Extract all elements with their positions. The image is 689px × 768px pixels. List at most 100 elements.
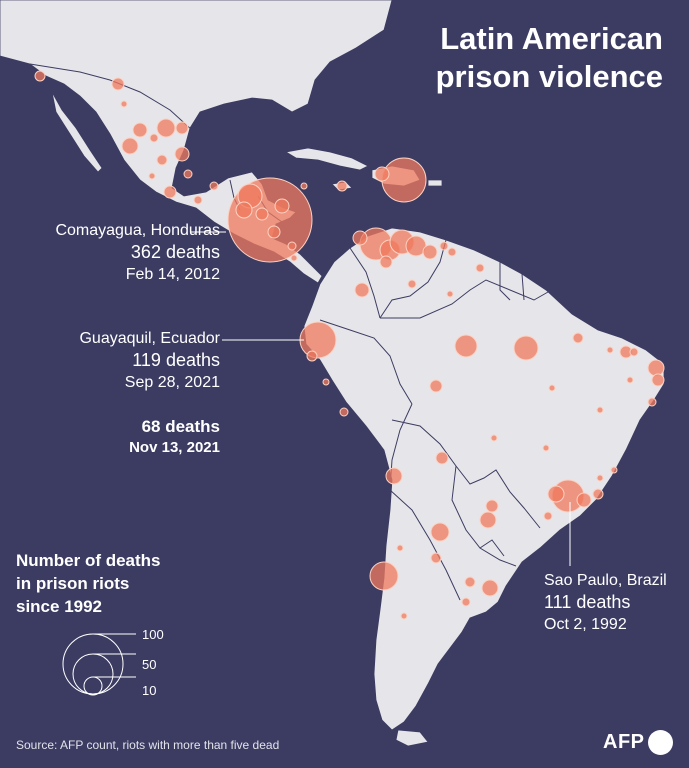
callout-deaths: 68 deaths bbox=[141, 417, 220, 436]
incident-bubble bbox=[300, 182, 308, 190]
callout-date: Feb 14, 2012 bbox=[125, 266, 220, 283]
incident-bubble bbox=[647, 397, 657, 407]
incident-bubble bbox=[430, 522, 450, 542]
incident-bubble bbox=[547, 485, 565, 503]
legend-title-line-2: in prison riots bbox=[16, 574, 130, 593]
legend-title: Number of deaths in prison riots since 1… bbox=[16, 549, 161, 618]
incident-bubbles bbox=[34, 70, 665, 620]
incident-bubble bbox=[464, 576, 476, 588]
incident-bubble bbox=[193, 195, 203, 205]
incident-bubble bbox=[385, 467, 403, 485]
incident-bubble bbox=[447, 247, 457, 257]
incident-bubble bbox=[479, 511, 497, 529]
incident-bubble bbox=[446, 290, 454, 298]
callout-place: Comayagua, Honduras bbox=[55, 222, 220, 239]
incident-bubble bbox=[572, 332, 584, 344]
title-line-2: prison violence bbox=[435, 59, 663, 94]
incident-bubble bbox=[175, 121, 189, 135]
incident-bubble bbox=[610, 466, 618, 474]
incident-bubble bbox=[322, 378, 330, 386]
incident-bubble bbox=[461, 597, 471, 607]
incident-bubble bbox=[548, 384, 556, 392]
callout-ecuador: Guayaquil, Ecuador 119 deaths Sep 28, 20… bbox=[0, 328, 220, 393]
incident-bubble bbox=[287, 241, 297, 251]
incident-bubble bbox=[274, 198, 290, 214]
incident-bubble bbox=[336, 180, 348, 192]
incident-bubble bbox=[267, 225, 281, 239]
legend-title-line-1: Number of deaths bbox=[16, 551, 161, 570]
incident-bubble bbox=[235, 201, 253, 219]
incident-bubble bbox=[156, 154, 168, 166]
incident-bubble bbox=[592, 488, 604, 500]
callout-date: Oct 2, 1992 bbox=[544, 616, 627, 633]
incident-bubble bbox=[596, 474, 604, 482]
incident-bubble bbox=[439, 241, 449, 251]
incident-bubble bbox=[183, 169, 193, 179]
incident-bubble bbox=[435, 451, 449, 465]
incident-bubble bbox=[379, 255, 393, 269]
incident-bubble bbox=[407, 279, 417, 289]
incident-bubble bbox=[481, 579, 499, 597]
callout-deaths: 362 deaths bbox=[130, 242, 220, 262]
callout-honduras: Comayagua, Honduras 362 deaths Feb 14, 2… bbox=[0, 220, 220, 285]
incident-bubble bbox=[576, 492, 592, 508]
incident-bubble bbox=[369, 561, 399, 591]
incident-bubble bbox=[120, 100, 128, 108]
incident-bubble bbox=[543, 511, 553, 521]
incident-bubble bbox=[400, 612, 408, 620]
afp-logo-text: AFP bbox=[603, 731, 645, 753]
baja-california bbox=[51, 91, 103, 173]
incident-bubble bbox=[381, 157, 427, 203]
callout-date: Sep 28, 2021 bbox=[124, 374, 220, 391]
legend-label-10: 10 bbox=[142, 683, 157, 698]
incident-bubble bbox=[156, 118, 176, 138]
incident-bubble bbox=[396, 544, 404, 552]
incident-bubble bbox=[34, 70, 46, 82]
title-line-1: Latin American bbox=[440, 21, 663, 56]
legend-label-100: 100 bbox=[142, 627, 164, 642]
incident-bubble bbox=[454, 334, 478, 358]
legend-circles bbox=[62, 633, 136, 696]
legend-title-line-3: since 1992 bbox=[16, 597, 103, 616]
incident-bubble bbox=[606, 346, 614, 354]
incident-bubble bbox=[626, 376, 634, 384]
callout-ecuador-2: 68 deaths Nov 13, 2021 bbox=[0, 416, 220, 458]
callout-date: Nov 13, 2021 bbox=[129, 439, 220, 456]
incident-bubble bbox=[542, 444, 550, 452]
incident-bubble bbox=[422, 244, 438, 260]
incident-bubble bbox=[475, 263, 485, 273]
incident-bubble bbox=[306, 350, 318, 362]
incident-bubble bbox=[209, 181, 219, 191]
incident-bubble bbox=[352, 230, 368, 246]
incident-bubble bbox=[255, 207, 269, 221]
incident-bubble bbox=[374, 166, 390, 182]
incident-bubble bbox=[174, 146, 190, 162]
callout-deaths: 111 deaths bbox=[544, 592, 631, 612]
incident-bubble bbox=[513, 335, 539, 361]
legend-label-50: 50 bbox=[142, 657, 157, 672]
incident-bubble bbox=[629, 347, 639, 357]
incident-bubble bbox=[149, 133, 159, 143]
afp-logo-circle-icon bbox=[647, 730, 673, 755]
callout-deaths: 119 deaths bbox=[132, 350, 220, 370]
incident-bubble bbox=[490, 434, 498, 442]
incident-bubble bbox=[596, 406, 604, 414]
cuba bbox=[284, 147, 369, 171]
tierra-del-fuego bbox=[395, 729, 429, 747]
callout-place: Sao Paulo, Brazil bbox=[544, 572, 667, 589]
incident-bubble bbox=[429, 379, 443, 393]
incident-bubble bbox=[485, 499, 499, 513]
leader-lines bbox=[190, 231, 571, 566]
incident-bubble bbox=[647, 359, 665, 377]
callout-place: Guayaquil, Ecuador bbox=[79, 330, 220, 347]
incident-bubble bbox=[354, 282, 370, 298]
incident-bubble bbox=[299, 321, 337, 359]
incident-bubble bbox=[111, 77, 125, 91]
source-note: Source: AFP count, riots with more than … bbox=[16, 738, 280, 752]
incident-bubble bbox=[163, 185, 177, 199]
incident-bubble bbox=[651, 373, 665, 387]
incident-bubble bbox=[132, 122, 148, 138]
incident-bubble bbox=[121, 137, 139, 155]
afp-logo: AFP bbox=[603, 730, 673, 755]
